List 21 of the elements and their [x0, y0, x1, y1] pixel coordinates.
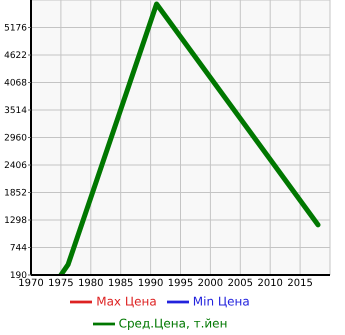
y-tick-label: 2960	[4, 134, 28, 144]
y-tick-label: 2406	[4, 161, 28, 172]
x-tick-label: 2010	[257, 278, 283, 290]
legend-label: Сред.Цена, т.йен	[118, 316, 228, 330]
y-tick-label: 4622	[4, 51, 27, 62]
x-tick-label: 2005	[228, 278, 254, 290]
legend-label: Min Цена	[192, 294, 250, 308]
x-tick-label: 2015	[287, 278, 313, 290]
y-tick-label: 3514	[4, 106, 28, 116]
x-tick-label: 1985	[108, 278, 134, 290]
y-tick-label: 1852	[4, 188, 27, 199]
y-tick-label: 4068	[4, 78, 28, 89]
x-tick-label: 1995	[168, 278, 194, 290]
x-tick-label: 1975	[48, 278, 74, 290]
y-tick-label: 1298	[4, 216, 28, 226]
x-tick-label: 1980	[78, 278, 104, 290]
x-tick-label: 1990	[138, 278, 164, 290]
y-tick-label: 5176	[4, 24, 28, 34]
x-tick-label: 2000	[198, 278, 224, 290]
y-tick-label: 744	[10, 244, 28, 254]
legend-label: Max Цена	[96, 294, 157, 308]
